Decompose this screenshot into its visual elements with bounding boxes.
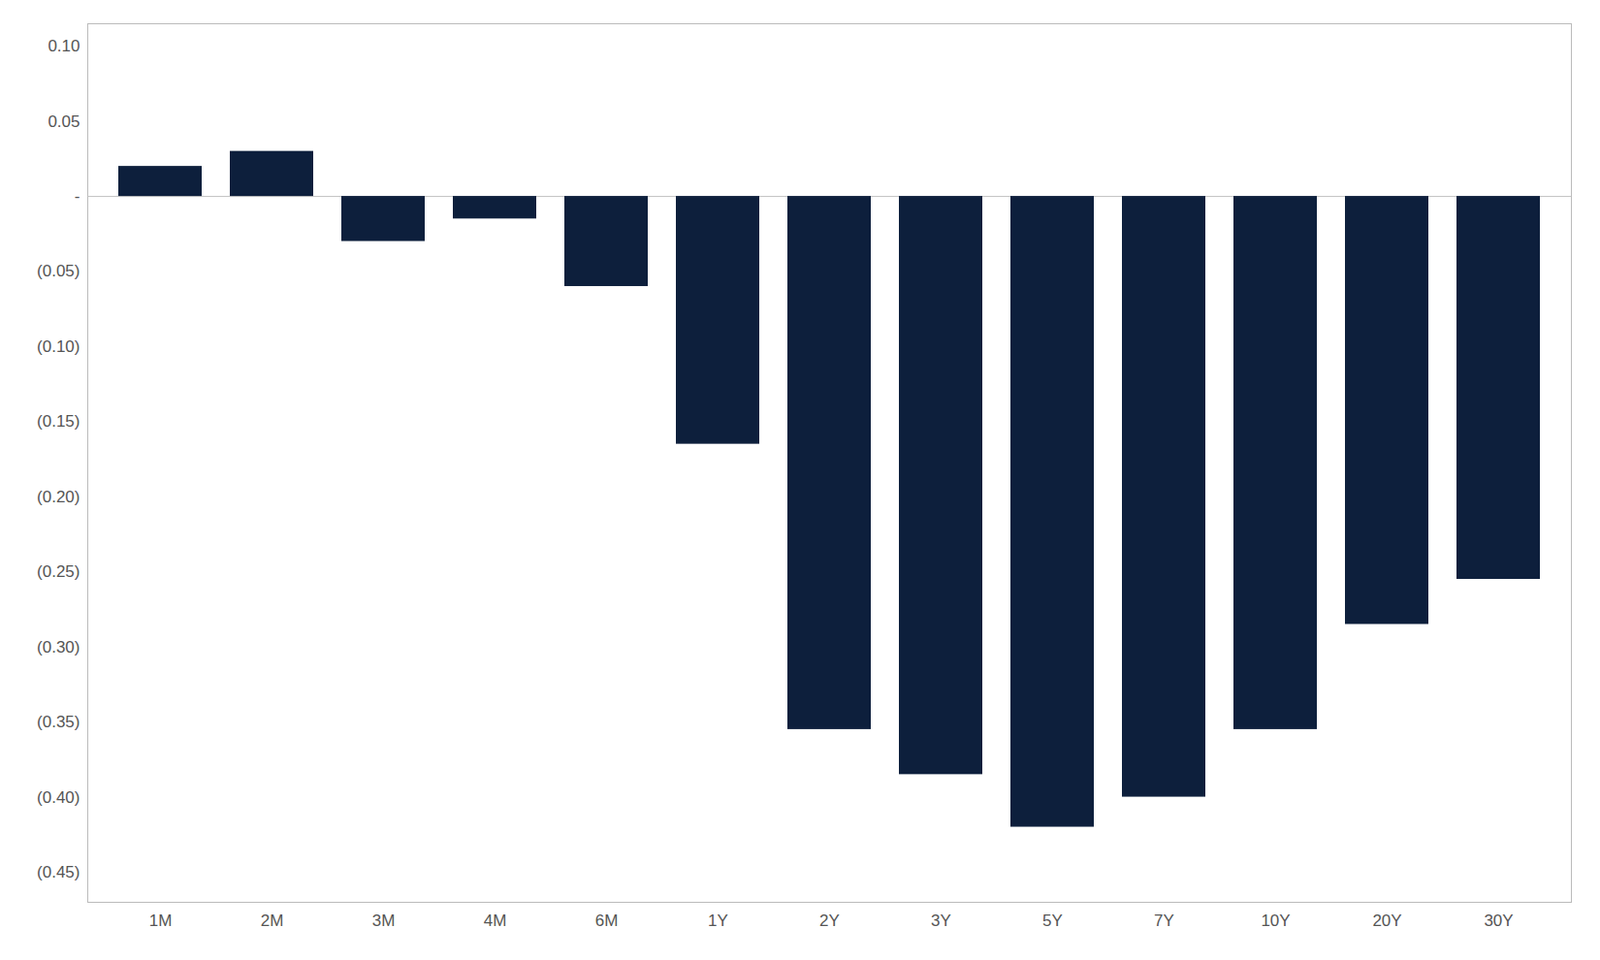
svg-text:3Y: 3Y: [930, 911, 952, 930]
svg-text:(0.45): (0.45): [36, 863, 80, 882]
svg-text:(0.10): (0.10): [36, 337, 80, 356]
svg-text:(0.20): (0.20): [36, 487, 80, 507]
svg-text:(0.40): (0.40): [36, 788, 80, 807]
svg-text:(0.30): (0.30): [36, 638, 80, 657]
svg-text:1Y: 1Y: [707, 911, 729, 930]
svg-text:20Y: 20Y: [1372, 911, 1402, 930]
svg-text:-: -: [74, 187, 81, 206]
svg-text:4M: 4M: [483, 911, 508, 930]
svg-text:(0.15): (0.15): [36, 412, 80, 431]
svg-text:10Y: 10Y: [1260, 911, 1290, 930]
svg-text:(0.35): (0.35): [36, 712, 80, 732]
svg-text:(0.25): (0.25): [36, 562, 80, 581]
svg-text:30Y: 30Y: [1483, 911, 1513, 930]
svg-text:5Y: 5Y: [1042, 911, 1063, 930]
svg-text:6M: 6M: [595, 911, 619, 930]
svg-text:3M: 3M: [372, 911, 396, 930]
svg-text:(0.05): (0.05): [36, 261, 80, 281]
svg-text:0.05: 0.05: [47, 112, 80, 131]
svg-text:1M: 1M: [149, 911, 173, 930]
svg-text:2Y: 2Y: [819, 911, 840, 930]
svg-text:7Y: 7Y: [1153, 911, 1175, 930]
svg-text:2M: 2M: [260, 911, 285, 930]
svg-text:0.10: 0.10: [47, 36, 80, 56]
